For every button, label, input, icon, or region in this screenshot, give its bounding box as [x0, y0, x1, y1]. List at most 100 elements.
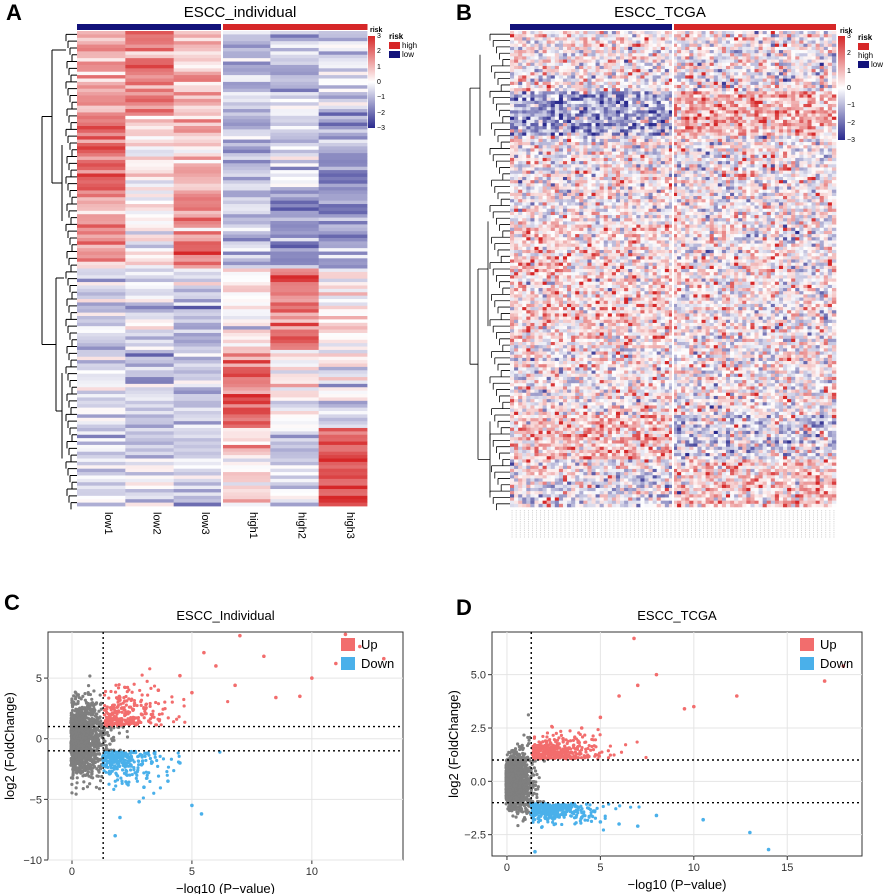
heatmap-cell	[807, 113, 812, 117]
heatmap-cell	[693, 186, 698, 190]
heatmap-cell	[514, 132, 519, 137]
heatmap-cell	[542, 81, 547, 86]
heatmap-cell	[644, 154, 649, 159]
heatmap-cell	[270, 302, 320, 307]
heatmap-cell	[831, 56, 837, 60]
heatmap-cell	[689, 138, 694, 143]
heatmap-cell	[799, 78, 804, 83]
heatmap-cell	[738, 176, 743, 181]
heatmap-cell	[270, 397, 320, 402]
dendrogram-leaf	[68, 352, 77, 361]
heatmap-cell	[766, 176, 772, 181]
heatmap-cell	[640, 180, 645, 184]
heatmap-cell	[603, 46, 609, 51]
heatmap-cell	[713, 50, 719, 54]
heatmap-cell	[125, 319, 175, 324]
heatmap-cell	[762, 116, 768, 121]
heatmap-cell	[534, 189, 539, 194]
dendrogram-leaf	[66, 61, 77, 69]
heatmap-cell	[526, 183, 531, 187]
dendrogram-leaf	[69, 427, 77, 435]
heatmap-cell	[734, 154, 739, 159]
heatmap-cell	[567, 69, 572, 73]
heatmap-cell	[713, 43, 719, 48]
heatmap-cell	[173, 159, 223, 164]
heatmap-cell	[222, 224, 271, 229]
heatmap-cell	[807, 176, 812, 181]
heatmap-cell	[173, 214, 223, 219]
heatmap-cell	[742, 94, 747, 98]
heatmap-cell	[270, 278, 320, 283]
heatmap-cell	[815, 103, 820, 108]
heatmap-cell	[689, 34, 694, 38]
heatmap-cell	[270, 98, 320, 103]
heatmap-cell	[738, 31, 743, 35]
heatmap-cell	[831, 132, 837, 137]
heatmap-cell	[620, 129, 625, 133]
heatmap-cell	[587, 84, 592, 89]
heatmap-cell	[815, 161, 820, 165]
heatmap-cell	[742, 103, 747, 108]
heatmap-cell	[750, 75, 755, 79]
heatmap-cell	[713, 148, 719, 152]
heatmap-cell	[681, 113, 686, 117]
heatmap-cell	[591, 81, 596, 86]
heatmap-cell	[546, 138, 552, 143]
heatmap-cell	[709, 53, 715, 57]
heatmap-cell	[738, 138, 743, 143]
heatmap-cell	[819, 154, 825, 159]
heatmap-cell	[599, 157, 605, 162]
heatmap-cell	[685, 110, 690, 114]
heatmap-cell	[620, 180, 625, 184]
heatmap-cell	[685, 148, 690, 152]
heatmap-cell	[774, 97, 780, 102]
heatmap-cell	[754, 183, 759, 187]
heatmap-cell	[518, 135, 523, 140]
heatmap-cell	[558, 151, 564, 156]
heatmap-cell	[677, 189, 682, 194]
heatmap-cell	[697, 88, 702, 92]
heatmap-cell	[77, 176, 126, 181]
heatmap-cell	[705, 72, 710, 76]
heatmap-cell	[697, 161, 702, 165]
heatmap-cell	[125, 265, 175, 269]
heatmap-cell	[270, 458, 320, 463]
heatmap-cell	[518, 34, 523, 38]
heatmap-cell	[730, 31, 735, 35]
heatmap-cell	[774, 59, 780, 64]
heatmap-cell	[701, 164, 706, 168]
dendrogram-leaf	[65, 81, 77, 89]
heatmap-cell	[725, 157, 731, 162]
heatmap-cell	[615, 129, 621, 133]
heatmap-cell	[567, 72, 572, 76]
heatmap-cell	[827, 180, 833, 184]
heatmap-cell	[624, 91, 629, 95]
heatmap-cell	[607, 186, 613, 190]
heatmap-cell	[677, 145, 682, 149]
heatmap-cell	[550, 189, 556, 194]
heatmap-cell	[656, 43, 662, 48]
dendrogram-leaf	[71, 434, 77, 442]
heatmap-cell	[518, 97, 523, 102]
heatmap-cell	[803, 31, 808, 35]
heatmap-cell	[652, 103, 657, 108]
heatmap-cell	[546, 116, 552, 121]
heatmap-cell	[595, 59, 600, 64]
heatmap-cell	[562, 31, 568, 35]
heatmap-cell	[791, 186, 796, 190]
heatmap-cell	[831, 37, 837, 41]
heatmap-cell	[632, 37, 637, 41]
heatmap-cell	[803, 180, 808, 184]
heatmap-cell	[575, 62, 580, 67]
heatmap-cell	[730, 72, 735, 76]
heatmap-cell	[681, 75, 686, 79]
heatmap-cell	[628, 135, 633, 140]
heatmap-cell	[620, 107, 625, 111]
heatmap-cell	[77, 78, 126, 83]
heatmap-cell	[656, 59, 662, 64]
heatmap-cell	[717, 37, 723, 41]
heatmap-cell	[787, 50, 792, 54]
heatmap-cell	[628, 157, 633, 162]
heatmap-cell	[668, 59, 674, 64]
heatmap-cell	[632, 40, 637, 44]
